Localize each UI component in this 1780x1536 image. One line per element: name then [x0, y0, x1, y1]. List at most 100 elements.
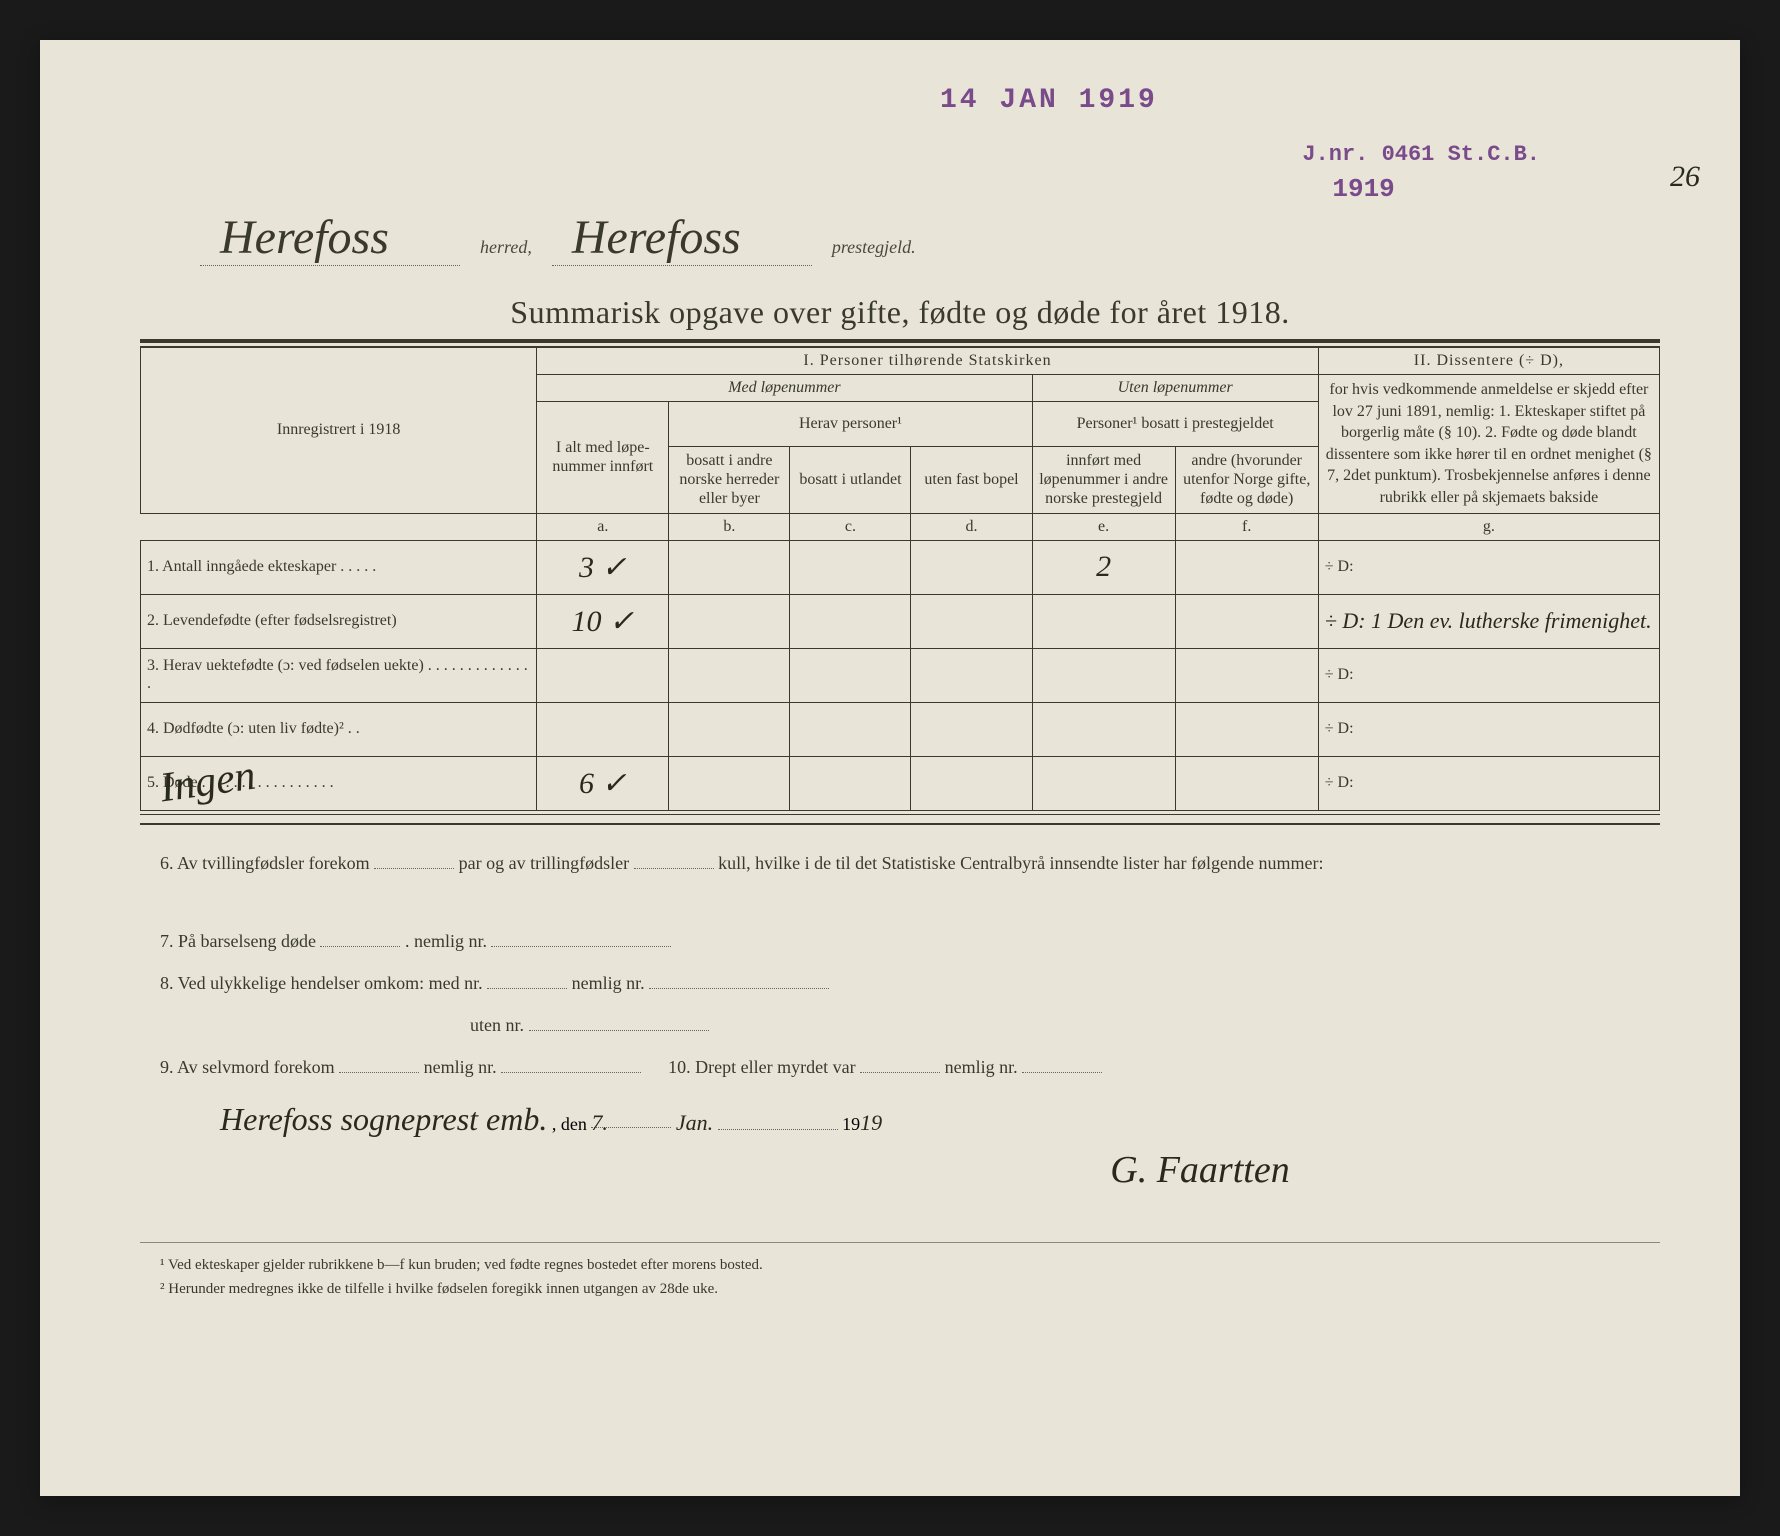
l10b: nemlig nr.: [945, 1057, 1018, 1077]
row5-g: ÷ D:: [1318, 756, 1659, 810]
rule-thick: [140, 339, 1660, 343]
row5-b: [669, 756, 790, 810]
l8c-text: uten nr.: [470, 1015, 524, 1035]
row3-e: [1032, 648, 1175, 702]
letter-e: e.: [1032, 513, 1175, 540]
table-row: 4. Dødfødte (ɔ: uten liv fødte)² . . ÷ D…: [141, 702, 1660, 756]
row1-e: 2: [1096, 550, 1111, 583]
footnotes: ¹ Ved ekteskaper gjelder rubrikkene b—f …: [140, 1242, 1660, 1301]
herred-label: herred,: [480, 237, 532, 258]
date-stamp: 14 JAN 1919: [940, 85, 1158, 116]
sig-year-suffix: 19: [860, 1110, 882, 1135]
page-number: 26: [1670, 160, 1700, 194]
letter-g: g.: [1318, 513, 1659, 540]
col-f-head: andre (hvorunder utenfor Norge gifte, fø…: [1175, 447, 1318, 514]
row3-b: [669, 648, 790, 702]
sig-place: Herefoss sogneprest emb.: [220, 1101, 547, 1137]
row5-e: [1032, 756, 1175, 810]
l7b: . nemlig nr.: [405, 931, 487, 951]
header-row: Herefoss herred, Herefoss prestegjeld.: [140, 210, 1660, 266]
letter-f: f.: [1175, 513, 1318, 540]
l6b: par og av trillingfødsler: [459, 853, 629, 873]
herav-head: Herav personer¹: [669, 402, 1032, 447]
row4-a: [537, 702, 669, 756]
table-row: 3. Herav uektefødte (ɔ: ved fødselen uek…: [141, 648, 1660, 702]
prestegjeld-value: Herefoss: [552, 210, 812, 266]
form-title: Summarisk opgave over gifte, fødte og dø…: [140, 294, 1660, 331]
row5-c: [790, 756, 911, 810]
row3-f: [1175, 648, 1318, 702]
letter-a: a.: [537, 513, 669, 540]
l8: 8. Ved ulykkelige hendelser omkom: med n…: [160, 973, 483, 993]
rule-med: [140, 823, 1660, 825]
letter-d: d.: [911, 513, 1032, 540]
sig-den: , den: [552, 1114, 587, 1134]
journal-stamp: J.nr. 0461 St.C.B. 1919: [1302, 140, 1540, 207]
row4-b: [669, 702, 790, 756]
l9b: nemlig nr.: [424, 1057, 497, 1077]
row1-f: [1175, 540, 1318, 594]
row1-d: [911, 540, 1032, 594]
row2-label: 2. Levendefødte (efter fødselsregistret): [141, 594, 537, 648]
col-c-head: bosatt i utlandet: [790, 447, 911, 514]
sec1a: Med løpenummer: [537, 375, 1032, 402]
pers-bosatt: Personer¹ bosatt i prestegjeldet: [1032, 402, 1318, 447]
row5-d: [911, 756, 1032, 810]
table-row: 1. Antall inngåede ekteskaper . . . . . …: [141, 540, 1660, 594]
document-page: 14 JAN 1919 J.nr. 0461 St.C.B. 1919 26 H…: [40, 40, 1740, 1496]
l7: 7. På barselseng døde: [160, 931, 316, 951]
row2-f: [1175, 594, 1318, 648]
row3-g: ÷ D:: [1318, 648, 1659, 702]
row1-g: ÷ D:: [1318, 540, 1659, 594]
left-header: Innregistrert i 1918: [141, 348, 537, 514]
letter-c: c.: [790, 513, 911, 540]
row3-d: [911, 648, 1032, 702]
row4-f: [1175, 702, 1318, 756]
row4-c: [790, 702, 911, 756]
table-row: 2. Levendefødte (efter fødselsregistret)…: [141, 594, 1660, 648]
row2-g: ÷ D: 1 Den ev. lutherske frimenighet.: [1325, 608, 1652, 633]
row4-d: [911, 702, 1032, 756]
signature-name: G. Faartten: [1110, 1149, 1289, 1191]
row1-b: [669, 540, 790, 594]
journal-line1: J.nr. 0461 St.C.B.: [1302, 140, 1540, 171]
sig-month: Jan.: [676, 1110, 713, 1135]
signature-name-row: G. Faartten: [140, 1148, 1660, 1192]
below-section: 6. Av tvillingfødsler forekom par og av …: [140, 845, 1660, 1085]
sig-year-prefix: 19: [842, 1114, 860, 1134]
line6: 6. Av tvillingfødsler forekom par og av …: [160, 845, 1660, 881]
l6c: kull, hvilke i de til det Statistiske Ce…: [718, 853, 1323, 873]
line9-10: 9. Av selvmord forekom nemlig nr. 10. Dr…: [160, 1049, 1660, 1085]
row5-f: [1175, 756, 1318, 810]
col-b-head: bosatt i andre norske herreder eller bye…: [669, 447, 790, 514]
row2-a: 10 ✓: [571, 605, 634, 638]
main-table: Innregistrert i 1918 I. Personer tilhøre…: [140, 347, 1660, 811]
row2-b: [669, 594, 790, 648]
letter-b: b.: [669, 513, 790, 540]
section2-head: II. Dissentere (÷ D),: [1318, 348, 1659, 375]
herred-value: Herefoss: [200, 210, 460, 266]
col-e-head: innført med løpenummer i andre norske pr…: [1032, 447, 1175, 514]
signature-row: Herefoss sogneprest emb. , den 7. Jan. 1…: [140, 1101, 1660, 1138]
dissentere-text: for hvis vedkommende anmeldelse er skjed…: [1318, 375, 1659, 514]
line8c: uten nr.: [160, 1007, 1660, 1043]
row3-label: 3. Herav uektefødte (ɔ: ved fødselen uek…: [141, 648, 537, 702]
sig-day: 7.: [591, 1110, 608, 1135]
row5-a: 6 ✓: [579, 767, 627, 800]
row2-e: [1032, 594, 1175, 648]
row4-e: [1032, 702, 1175, 756]
section1-head: I. Personer tilhørende Statskirken: [537, 348, 1319, 375]
row1-a: 3 ✓: [579, 551, 627, 584]
line7: 7. På barselseng døde . nemlig nr.: [160, 923, 1660, 959]
line8: 8. Ved ulykkelige hendelser omkom: med n…: [160, 965, 1660, 1001]
rule-thin-2: [140, 814, 1660, 815]
row3-c: [790, 648, 911, 702]
sec1b: Uten løpenummer: [1032, 375, 1318, 402]
row4-label: 4. Dødfødte (ɔ: uten liv fødte)² . .: [141, 702, 537, 756]
table-row: 5. Døde . . . . . . . . . . . . . . . . …: [141, 756, 1660, 810]
l8b: nemlig nr.: [572, 973, 645, 993]
l9: 9. Av selvmord forekom: [160, 1057, 335, 1077]
row1-label: 1. Antall inngåede ekteskaper . . . . .: [141, 540, 537, 594]
row3-a: [537, 648, 669, 702]
footnote-2: ² Herunder medregnes ikke de tilfelle i …: [160, 1277, 1660, 1301]
